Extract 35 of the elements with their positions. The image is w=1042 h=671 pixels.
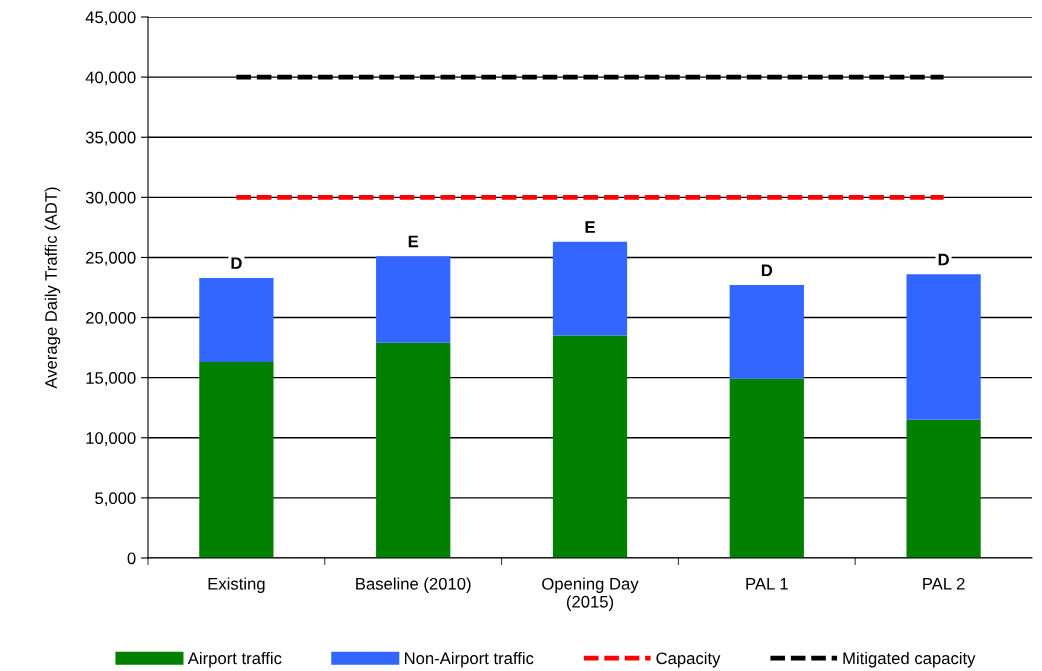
x-tick-label: Existing [208, 577, 265, 593]
legend-label: Airport traffic [187, 651, 282, 668]
y-tick-label: 5,000 [95, 492, 136, 507]
legend-label: Non-Airport traffic [404, 651, 534, 668]
bar [199, 277, 274, 363]
y-tick-label: 35,000 [85, 131, 136, 146]
annotation: D [761, 264, 773, 277]
y-tick-label: 30,000 [85, 191, 136, 206]
annotation: E [408, 235, 419, 248]
bar [729, 378, 804, 558]
bar [376, 342, 451, 558]
legend-label: Mitigated capacity [843, 651, 976, 668]
legend-label: Capacity [656, 651, 721, 668]
y-tick-label: 25,000 [86, 251, 136, 266]
y-tick-label: 0 [127, 552, 136, 565]
annotation: D [938, 253, 949, 266]
x-tick-label: Baseline (2010) [356, 577, 471, 593]
x-tick-label: Opening Day (2015) [542, 577, 639, 611]
annotation: D [231, 257, 242, 269]
y-tick-label: 10,000 [86, 432, 136, 446]
x-tick-label: PAL 2 [923, 577, 965, 590]
bar [376, 256, 451, 343]
y-axis-title: Average Daily Traffic (ADT) [44, 187, 61, 389]
bar [552, 241, 628, 336]
y-tick-label: 40,000 [85, 71, 136, 86]
bar [199, 362, 274, 558]
annotation: E [585, 221, 595, 233]
bar [729, 285, 804, 379]
y-tick-label: 15,000 [86, 372, 136, 386]
y-tick-label: 20,000 [86, 311, 136, 326]
y-tick-label: 45,000 [85, 11, 136, 26]
x-tick-label: PAL 1 [746, 578, 788, 590]
bar [906, 274, 981, 420]
bar [906, 419, 981, 558]
bar [552, 335, 628, 558]
